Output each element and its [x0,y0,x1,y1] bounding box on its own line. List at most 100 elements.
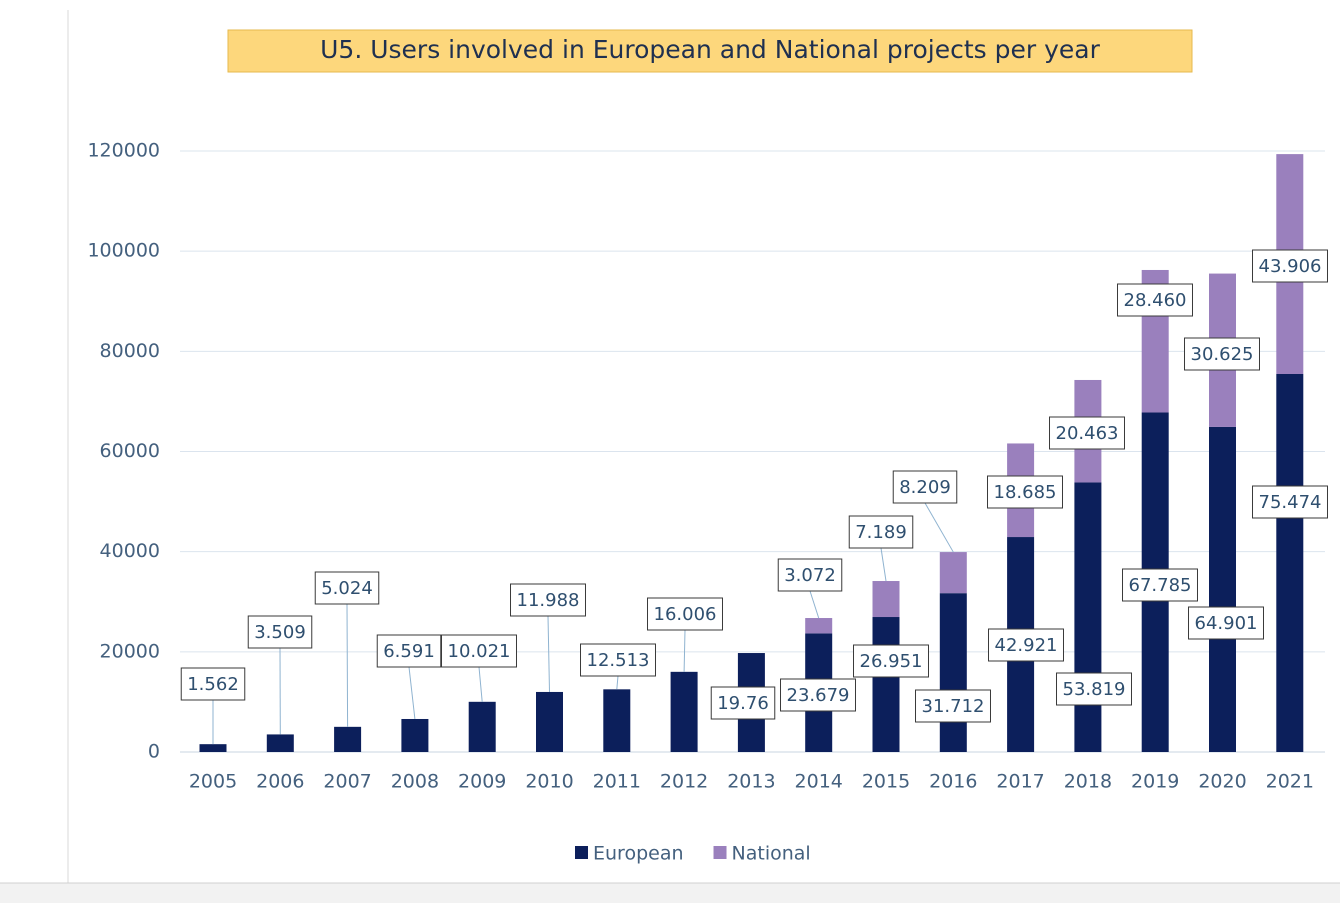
data-label-box [180,667,246,701]
data-label-box [1117,283,1193,317]
data-label-box [780,678,856,712]
x-tick-label: 2008 [391,771,439,793]
data-label-box [1184,337,1260,371]
data-label-box [1252,485,1328,519]
x-tick-label: 2020 [1198,771,1246,793]
data-label-box [1122,568,1198,602]
y-tick-label: 120000 [87,140,160,162]
data-label: 31.712 [922,696,985,717]
data-label-box [1252,249,1328,283]
data-label: 10.021 [448,641,511,662]
x-tick-label: 2015 [862,771,910,793]
footer-band [0,883,1340,903]
data-label: 6.591 [383,641,435,662]
bar [468,701,496,752]
leader-line [809,590,820,619]
data-label-box [915,689,991,723]
data-label-box [314,571,380,605]
data-label: 12.513 [587,650,650,671]
bar [670,671,698,752]
data-label: 23.679 [787,685,850,706]
data-label: 16.006 [654,604,717,625]
bar [199,744,227,752]
data-label: 19.76 [717,693,769,714]
data-label: 28.460 [1124,290,1187,311]
leader-line [924,502,954,553]
leader-line [547,615,550,692]
legend-label: European [593,843,684,865]
data-label-box [987,475,1063,509]
x-tick-label: 2021 [1266,771,1314,793]
data-label-box [1188,606,1264,640]
data-label: 64.901 [1195,613,1258,634]
legend-swatch [713,846,727,859]
data-label: 5.024 [321,578,373,599]
data-label-box [441,634,517,668]
bar [603,689,631,752]
leader-line [346,603,349,727]
bar [1209,426,1236,752]
data-label: 7.189 [855,522,907,543]
data-label-box [647,597,723,631]
x-tick-label: 2012 [660,771,708,793]
y-tick-label: 20000 [100,640,160,662]
x-tick-label: 2017 [996,771,1044,793]
data-label-box [988,628,1064,662]
data-label: 3.072 [784,565,836,586]
x-tick-label: 2010 [525,771,573,793]
data-label: 26.951 [860,651,923,672]
bar [1276,374,1304,752]
data-label-box [1049,416,1125,450]
x-tick-label: 2009 [458,771,506,793]
data-label-box [510,583,586,617]
bar [1074,482,1102,752]
data-label-box [1056,672,1132,706]
leader-line [616,675,619,690]
title-box [227,29,1193,73]
bar [266,734,294,752]
data-label: 42.921 [995,635,1058,656]
data-label: 1.562 [187,674,239,695]
data-label-box [580,643,656,677]
data-label: 18.685 [994,482,1057,503]
leader-line [880,547,887,582]
leader-line [408,666,416,720]
data-label-box [710,686,776,720]
data-label: 20.463 [1056,423,1119,444]
y-tick-label: 0 [148,741,160,763]
data-label: 30.625 [1191,344,1254,365]
x-tick-label: 2014 [795,771,843,793]
bar [805,618,833,634]
x-tick-label: 2013 [727,771,775,793]
bar [939,552,967,594]
bar [939,593,967,752]
data-label-box [777,558,843,592]
bar [872,581,900,618]
x-tick-label: 2018 [1064,771,1112,793]
x-tick-label: 2016 [929,771,977,793]
data-label-box [853,644,929,678]
bar [872,617,900,752]
data-label-box [247,615,313,649]
chart-title: U5. Users involved in European and Natio… [320,35,1100,64]
data-label: 3.509 [254,622,306,643]
data-label-box [376,634,442,668]
legend-label: National [732,843,811,865]
data-label-box [848,515,914,549]
data-label-box [892,470,958,504]
bar [401,718,429,752]
data-label: 43.906 [1259,256,1322,277]
data-label: 53.819 [1063,679,1126,700]
bar [334,726,362,752]
x-tick-label: 2019 [1131,771,1179,793]
y-tick-label: 40000 [100,540,160,562]
y-tick-label: 80000 [100,340,160,362]
y-tick-label: 60000 [100,440,160,462]
leader-line [683,629,686,672]
data-label: 67.785 [1129,575,1192,596]
x-tick-label: 2011 [593,771,641,793]
data-label: 11.988 [517,590,580,611]
x-tick-label: 2005 [189,771,237,793]
